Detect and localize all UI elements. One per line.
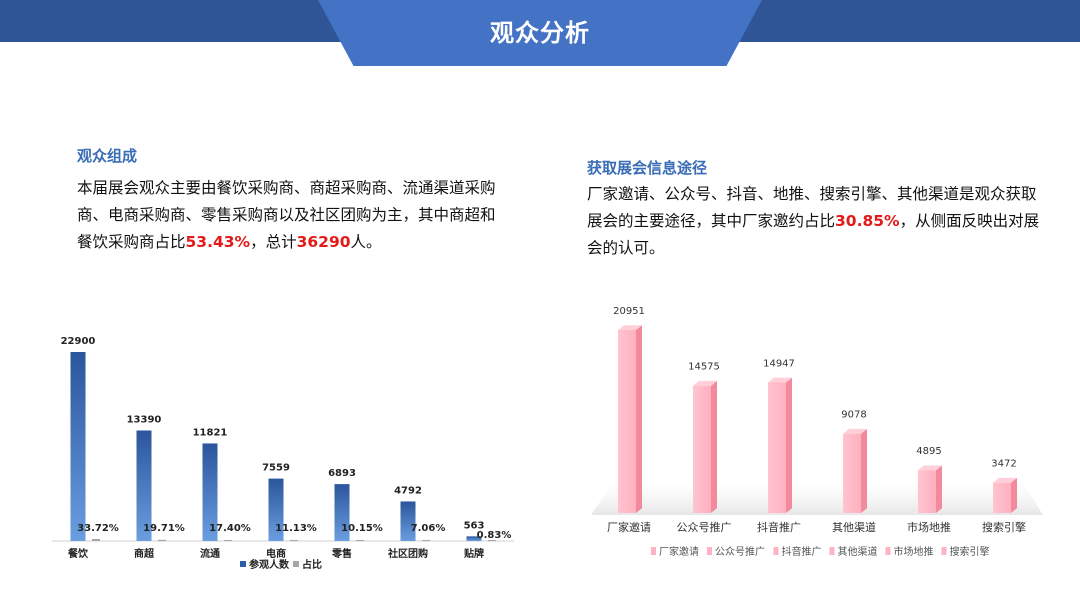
right-highlight-percent: 30.85% <box>835 212 900 230</box>
percent-value-label: 19.71% <box>143 523 185 534</box>
audience-value-label: 13390 <box>127 414 162 425</box>
left-category-label: 社区团购 <box>387 547 428 560</box>
channel-value-label: 20951 <box>613 306 645 317</box>
channel-bar <box>918 470 936 513</box>
channel-bar-top <box>693 380 717 386</box>
percent-bar <box>488 540 496 541</box>
right-category-label: 市场地推 <box>907 520 951 534</box>
left-category-label: 商超 <box>134 547 155 560</box>
channel-bar <box>843 433 861 513</box>
audience-bar <box>268 478 284 541</box>
left-section-heading: 观众组成 <box>77 147 138 165</box>
channel-bar-top <box>918 465 942 471</box>
right-section-heading: 获取展会信息途径 <box>587 159 708 177</box>
left-category-label: 电商 <box>266 547 286 560</box>
audience-value-label: 4792 <box>394 485 422 496</box>
percent-bar <box>224 539 232 541</box>
legend-label-channel: 厂家邀请 <box>659 545 699 558</box>
legend-label-channel: 搜索引擎 <box>950 545 990 558</box>
percent-bar <box>158 539 166 541</box>
channel-value-label: 9078 <box>841 410 866 421</box>
legend-label-channel: 公众号推广 <box>715 545 765 558</box>
legend-swatch-channel <box>707 547 712 555</box>
channel-bar-side <box>1011 477 1017 513</box>
left-category-label: 餐饮 <box>67 547 89 560</box>
title-tab <box>318 0 762 66</box>
audience-value-label: 563 <box>464 520 485 531</box>
channel-bar-side <box>861 428 867 513</box>
channel-bar <box>618 330 636 513</box>
legend-swatch-channel <box>651 547 656 555</box>
percent-value-label: 17.40% <box>209 523 251 534</box>
channel-bar <box>993 482 1011 513</box>
legend-swatch-visitors <box>240 561 246 567</box>
channel-bar-top <box>843 428 867 434</box>
legend-swatch-channel <box>829 547 835 555</box>
right-description: 厂家邀请、公众号、抖音、地推、搜索引擎、其他渠道是观众获取展会的主要途径，其中厂… <box>587 185 1040 257</box>
percent-bar <box>356 540 364 541</box>
right-category-label: 公众号推广 <box>677 520 732 534</box>
channel-value-label: 3472 <box>991 459 1016 470</box>
audience-bar <box>70 352 86 541</box>
chart-floor-shadow <box>591 483 1043 515</box>
right-category-label: 抖音推广 <box>757 520 801 534</box>
channel-value-label: 14947 <box>763 358 795 369</box>
percent-bar <box>92 538 100 541</box>
channel-bar-top <box>618 325 642 330</box>
legend-swatch-channel <box>885 547 891 555</box>
percent-value-label: 0.83% <box>477 530 512 541</box>
percent-value-label: 10.15% <box>341 523 383 534</box>
left-description: 本届展会观众主要由餐饮采购商、商超采购商、流通渠道采购商、电商采购商、零售采购商… <box>77 179 496 251</box>
channel-bar <box>693 385 711 513</box>
right-category-label: 搜索引擎 <box>982 520 1026 534</box>
audience-bar <box>400 501 416 541</box>
audience-bar <box>334 484 350 541</box>
right-category-label: 其他渠道 <box>832 520 876 534</box>
percent-value-label: 7.06% <box>411 523 446 534</box>
channel-bar-side <box>636 325 642 513</box>
audience-value-label: 22900 <box>61 336 96 347</box>
percent-bar <box>290 540 298 541</box>
percent-bar <box>422 540 430 541</box>
channel-value-label: 14575 <box>688 362 720 373</box>
channel-bar-side <box>711 380 717 513</box>
audience-bar <box>466 536 482 541</box>
legend-label-channel: 市场地推 <box>894 545 934 558</box>
channel-value-label: 4895 <box>916 446 941 457</box>
left-highlight-percent: 53.43% <box>185 233 251 251</box>
percent-value-label: 33.72% <box>77 523 119 534</box>
audience-value-label: 6893 <box>328 468 356 479</box>
channel-bar-top <box>993 477 1017 483</box>
right-category-label: 厂家邀请 <box>607 520 651 534</box>
legend-swatch-channel <box>941 547 947 555</box>
channel-bar-side <box>786 377 792 513</box>
audience-value-label: 11821 <box>193 427 228 438</box>
legend-label-channel: 其他渠道 <box>838 545 878 558</box>
info-channel-chart: 20951 厂家邀请 14575 公众号推广 14947 抖音推广 9078 其他渠道 4895… <box>591 306 1043 558</box>
audience-value-label: 7559 <box>262 463 290 474</box>
legend-label-visitors: 参观人数 <box>249 558 290 571</box>
percent-value-label: 11.13% <box>275 523 317 534</box>
page-title: 观众分析 <box>490 19 590 47</box>
audience-bar <box>136 430 152 541</box>
left-category-label: 贴牌 <box>463 547 484 560</box>
left-category-label: 流通 <box>200 547 220 560</box>
left-highlight-total: 36290 <box>296 233 351 251</box>
legend-swatch-channel <box>773 547 779 555</box>
channel-bar-side <box>936 465 942 513</box>
audience-bar <box>202 443 218 541</box>
left-category-label: 零售 <box>331 547 352 560</box>
audience-composition-chart: 22900 33.72% 餐饮 13390 19.71% 商超 11821 17.40% 流通 7… <box>52 336 514 571</box>
channel-bar-top <box>768 377 792 383</box>
legend-label-share: 占比 <box>302 558 322 571</box>
legend-label-channel: 抖音推广 <box>782 545 822 558</box>
channel-bar <box>768 382 786 513</box>
legend-swatch-share <box>293 561 299 567</box>
